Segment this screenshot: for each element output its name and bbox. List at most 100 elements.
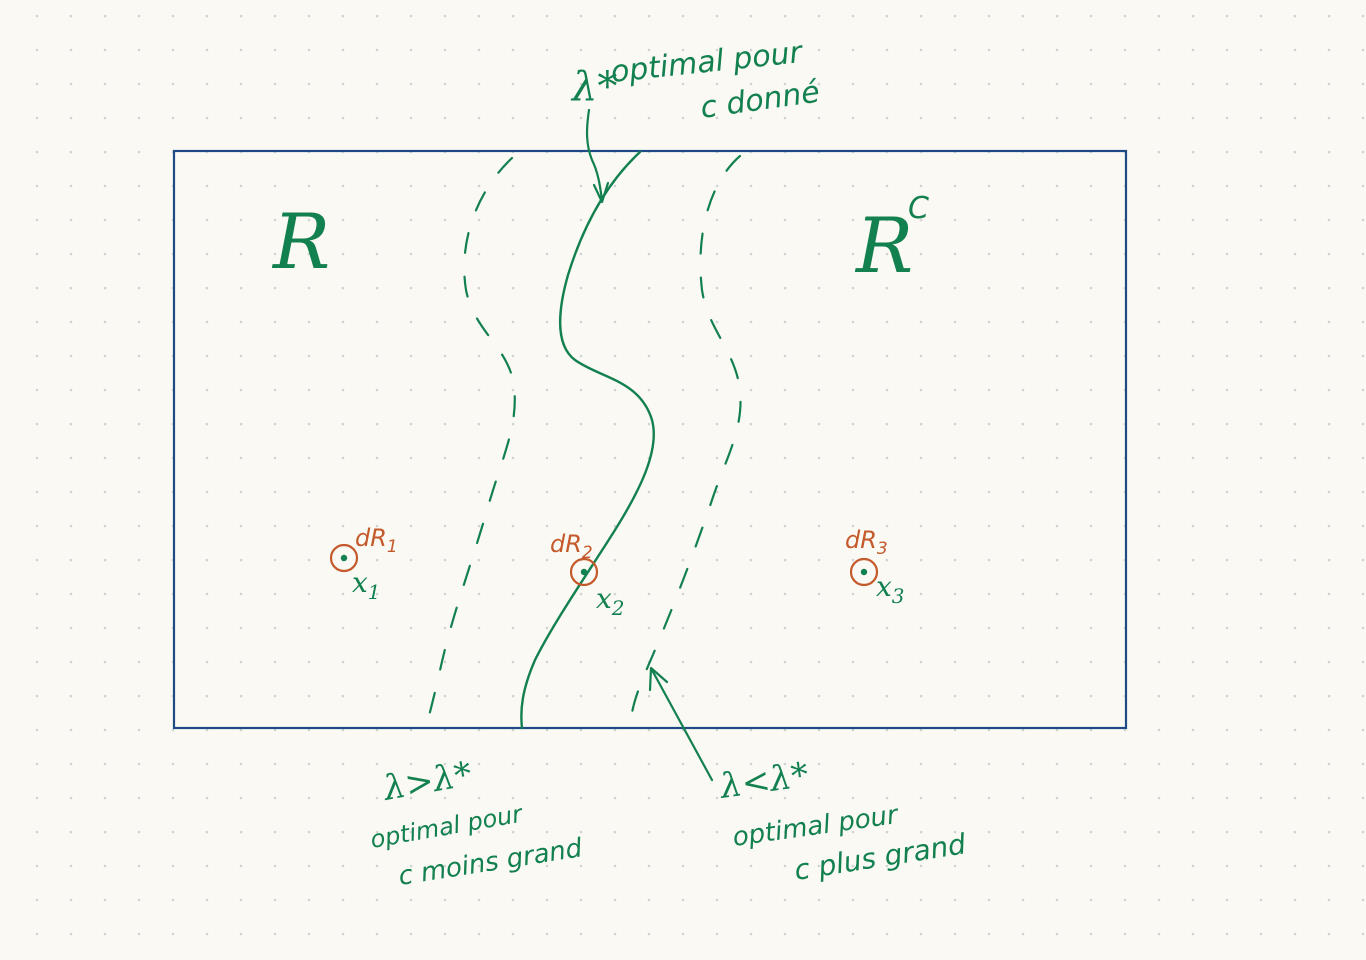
grid-dot — [1089, 354, 1093, 358]
grid-dot — [1021, 728, 1025, 732]
grid-dot — [511, 524, 515, 528]
grid-dot — [987, 48, 991, 52]
grid-dot — [1259, 116, 1263, 120]
grid-dot — [307, 694, 311, 698]
grid-dot — [1293, 898, 1297, 902]
grid-dot — [1293, 286, 1297, 290]
grid-dot — [1361, 558, 1365, 562]
grid-dot — [375, 830, 379, 834]
grid-dot — [273, 864, 277, 868]
grid-dot — [239, 660, 243, 664]
grid-dot — [1055, 388, 1059, 392]
grid-dot — [1055, 524, 1059, 528]
dashed-boundary-right — [629, 154, 742, 722]
grid-dot — [205, 490, 209, 494]
grid-dot — [545, 898, 549, 902]
grid-dot — [1361, 286, 1365, 290]
grid-dot — [1293, 456, 1297, 460]
grid-dot — [817, 592, 821, 596]
grid-dot — [35, 626, 39, 630]
grid-dot — [783, 524, 787, 528]
grid-dot — [579, 660, 583, 664]
grid-dot — [273, 320, 277, 324]
grid-dot — [477, 524, 481, 528]
grid-dot — [1293, 796, 1297, 800]
grid-dot — [681, 932, 685, 936]
grid-dot — [545, 762, 549, 766]
grid-dot — [1021, 932, 1025, 936]
grid-dot — [273, 558, 277, 562]
grid-dot — [137, 932, 141, 936]
grid-dot — [817, 796, 821, 800]
grid-dot — [511, 116, 515, 120]
grid-dot — [1021, 524, 1025, 528]
grid-dot — [239, 116, 243, 120]
grid-dot — [1361, 932, 1365, 936]
grid-dot — [307, 558, 311, 562]
grid-dot — [409, 184, 413, 188]
grid-dot — [1327, 286, 1331, 290]
grid-dot — [205, 388, 209, 392]
grid-dot — [375, 320, 379, 324]
grid-dot — [477, 286, 481, 290]
grid-dot — [851, 422, 855, 426]
grid-dot — [1259, 558, 1263, 562]
grid-dot — [1259, 660, 1263, 664]
grid-dot — [919, 660, 923, 664]
grid-dot — [579, 14, 583, 18]
grid-dot — [239, 490, 243, 494]
grid-dot — [35, 456, 39, 460]
grid-dot — [579, 388, 583, 392]
grid-dot — [239, 524, 243, 528]
grid-dot — [919, 456, 923, 460]
grid-dot — [851, 762, 855, 766]
grid-dot — [1225, 422, 1229, 426]
grid-dot — [1361, 252, 1365, 256]
grid-dot — [273, 456, 277, 460]
grid-dot — [1293, 354, 1297, 358]
grid-dot — [1089, 286, 1093, 290]
grid-dot — [1293, 694, 1297, 698]
grid-dot — [1055, 184, 1059, 188]
grid-dot — [1191, 320, 1195, 324]
grid-dot — [1191, 354, 1195, 358]
grid-dot — [137, 422, 141, 426]
grid-dot — [1157, 694, 1161, 698]
grid-dot — [103, 14, 107, 18]
grid-dot — [783, 422, 787, 426]
grid-dot — [1191, 218, 1195, 222]
grid-dot — [1361, 864, 1365, 868]
grid-dot — [1021, 830, 1025, 834]
grid-dot — [341, 694, 345, 698]
grid-dot — [1055, 694, 1059, 698]
grid-dot — [715, 932, 719, 936]
grid-dot — [817, 898, 821, 902]
grid-dot — [681, 422, 685, 426]
grid-dot — [1157, 898, 1161, 902]
grid-dot — [69, 286, 73, 290]
grid-dot — [307, 388, 311, 392]
grid-dot — [1157, 184, 1161, 188]
grid-dot — [1191, 830, 1195, 834]
grid-dot — [1327, 932, 1331, 936]
grid-dot — [273, 252, 277, 256]
grid-dot — [69, 388, 73, 392]
grid-dot — [1327, 422, 1331, 426]
grid-dot — [239, 728, 243, 732]
grid-dot — [749, 116, 753, 120]
grid-dot — [919, 796, 923, 800]
grid-dot — [987, 524, 991, 528]
grid-dot — [341, 932, 345, 936]
grid-dot — [681, 864, 685, 868]
grid-dot — [715, 286, 719, 290]
grid-dot — [953, 14, 957, 18]
grid-dot — [647, 116, 651, 120]
grid-dot — [545, 184, 549, 188]
grid-dot — [273, 184, 277, 188]
grid-dot — [103, 82, 107, 86]
dashed-boundary-left — [426, 156, 516, 722]
grid-dot — [715, 456, 719, 460]
grid-dot — [885, 286, 889, 290]
grid-dot — [987, 592, 991, 596]
grid-dot — [205, 694, 209, 698]
